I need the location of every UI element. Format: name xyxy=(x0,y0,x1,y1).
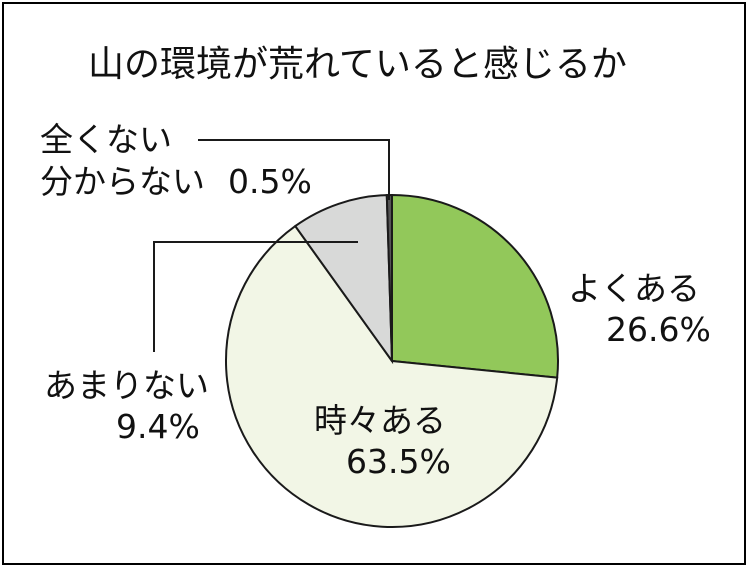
pie-slices xyxy=(225,193,559,528)
slice-rarely xyxy=(293,194,394,365)
label-sometimes: 時々ある xyxy=(314,401,446,440)
leader-never xyxy=(198,139,390,200)
leader-lines xyxy=(153,139,390,352)
slice-often xyxy=(391,193,559,379)
value-never: 0.5% xyxy=(228,162,312,201)
label-never-line2: 分からない xyxy=(40,162,205,201)
label-never-line1: 全くない xyxy=(40,120,172,159)
value-often: 26.6% xyxy=(606,310,711,349)
value-sometimes: 63.5% xyxy=(346,442,451,481)
label-rarely: あまりない xyxy=(44,366,209,405)
value-rarely: 9.4% xyxy=(116,407,200,446)
slice-sometimes xyxy=(225,224,559,528)
label-often: よくある xyxy=(568,269,700,308)
chart-title: 山の環境が荒れていると感じるか xyxy=(88,44,627,85)
leader-rarely xyxy=(153,241,358,352)
